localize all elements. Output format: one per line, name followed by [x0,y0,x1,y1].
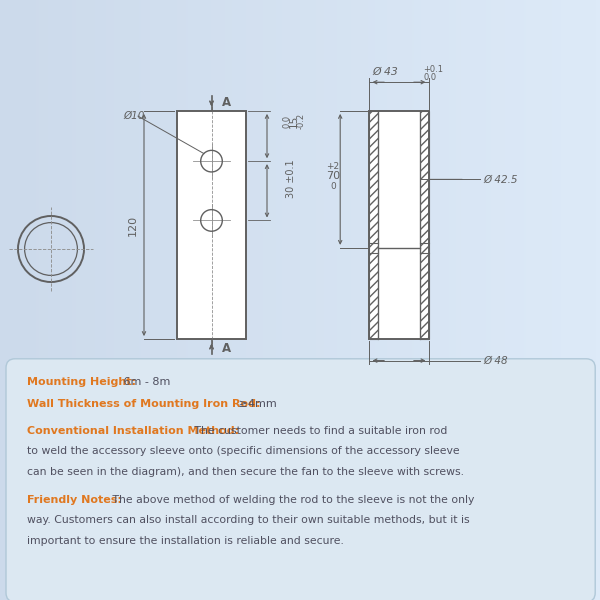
Text: Ø 48: Ø 48 [483,356,508,365]
Text: 0.0: 0.0 [423,73,436,82]
Text: important to ensure the installation is reliable and secure.: important to ensure the installation is … [27,536,344,546]
Bar [369,111,378,339]
Text: can be seen in the diagram), and then secure the fan to the sleeve with screws.: can be seen in the diagram), and then se… [27,467,464,477]
Text: +0.1: +0.1 [423,64,443,73]
Text: 0: 0 [330,182,336,191]
Text: Conventional Installation Method:: Conventional Installation Method: [27,426,239,436]
Text: Wall Thickness of Mounting Iron Rod:: Wall Thickness of Mounting Iron Rod: [27,399,260,409]
Text: 15: 15 [289,115,299,128]
Text: Ø 43: Ø 43 [372,67,398,77]
Text: to weld the accessory sleeve onto (specific dimensions of the accessory sleeve: to weld the accessory sleeve onto (speci… [27,446,460,457]
Text: Friendly Notes:: Friendly Notes: [27,495,122,505]
Text: +2: +2 [326,161,340,170]
Text: A: A [223,95,232,109]
Text: Mounting Height:: Mounting Height: [27,377,136,387]
Text: way. Customers can also install according to their own suitable methods, but it : way. Customers can also install accordin… [27,515,470,526]
Text: 6m - 8m: 6m - 8m [120,377,170,387]
Text: The customer needs to find a suitable iron rod: The customer needs to find a suitable ir… [191,426,447,436]
Bar [369,111,429,339]
Text: 30 ±0.1: 30 ±0.1 [286,160,296,198]
FancyBboxPatch shape [6,359,595,600]
Text: Ø10: Ø10 [123,111,145,121]
Bar [177,111,246,339]
Text: ≥4mm: ≥4mm [235,399,277,409]
Bar [369,111,429,339]
Text: 0.0: 0.0 [282,115,291,128]
Text: -0.2: -0.2 [297,113,306,129]
Text: 70: 70 [326,172,340,181]
Text: The above method of welding the rod to the sleeve is not the only: The above method of welding the rod to t… [109,495,474,505]
Text: A: A [223,341,232,355]
Bar [420,111,429,339]
Text: Ø 42.5: Ø 42.5 [483,175,517,184]
Text: 120: 120 [128,214,138,236]
